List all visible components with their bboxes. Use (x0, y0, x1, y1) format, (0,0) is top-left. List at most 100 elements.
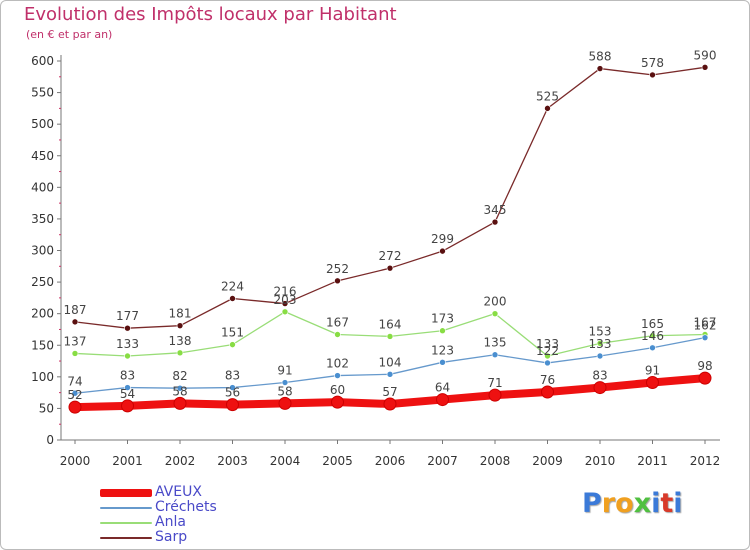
data-label: 133 (589, 337, 612, 351)
data-label: 173 (431, 312, 454, 326)
data-point (698, 371, 712, 385)
y-tick-label: 0 (46, 433, 54, 447)
data-point (491, 218, 499, 226)
data-label: 203 (274, 293, 297, 307)
y-tick-label: 100 (31, 370, 54, 384)
data-point (229, 384, 236, 391)
legend: AVEUX Créchets Anla Sarp (100, 485, 217, 545)
data-point (541, 385, 554, 399)
data-point (281, 300, 289, 307)
y-tick-label: 150 (31, 338, 54, 352)
data-point (334, 277, 341, 285)
data-label: 71 (487, 376, 502, 390)
logo-letter: x (633, 488, 652, 519)
data-point (334, 372, 341, 379)
data-label: 187 (64, 303, 87, 317)
x-tick-label: 2006 (375, 454, 406, 468)
data-label: 252 (326, 262, 349, 276)
data-label: 83 (592, 369, 607, 383)
data-label: 153 (589, 324, 612, 338)
legend-swatch (100, 521, 152, 524)
x-tick-label: 2009 (532, 454, 563, 468)
data-point (176, 349, 184, 357)
x-tick-label: 2004 (270, 454, 301, 468)
data-point (229, 341, 236, 348)
data-point (701, 334, 709, 341)
y-tick-label: 600 (31, 54, 54, 68)
legend-item-sarp: Sarp (100, 530, 217, 545)
data-label: 137 (64, 334, 87, 348)
data-label: 82 (172, 369, 187, 383)
legend-item-aveux: AVEUX (100, 485, 217, 500)
data-label: 167 (326, 316, 349, 330)
data-point (331, 395, 344, 409)
data-label: 200 (484, 295, 507, 309)
y-tick-label: 500 (31, 117, 54, 131)
data-label: 177 (116, 309, 139, 323)
x-tick-label: 2011 (637, 454, 668, 468)
y-tick-label: 250 (31, 275, 54, 289)
legend-label: AVEUX (155, 484, 202, 500)
data-label: 58 (277, 384, 292, 398)
data-label: 590 (694, 48, 717, 62)
chart-subtitle: (en € et par an) (26, 28, 113, 41)
data-point (278, 396, 292, 410)
data-point (596, 65, 604, 72)
data-label: 60 (330, 383, 345, 397)
y-tick-label: 350 (31, 212, 54, 226)
data-label: 104 (379, 355, 402, 369)
data-label: 146 (641, 329, 664, 343)
legend-swatch (100, 506, 152, 509)
y-tick-label: 300 (31, 244, 54, 258)
data-point (649, 71, 656, 79)
logo-letter: i (651, 488, 661, 519)
data-point (593, 381, 607, 395)
data-label: 123 (431, 343, 454, 357)
data-point (229, 295, 236, 302)
data-point (649, 332, 656, 340)
data-label: 151 (221, 326, 244, 340)
data-point (124, 324, 131, 332)
data-point (386, 371, 394, 378)
legend-label: Sarp (155, 529, 188, 545)
data-label: 64 (435, 381, 450, 395)
data-point (491, 310, 499, 317)
x-tick-label: 2001 (112, 454, 143, 468)
data-label: 181 (169, 307, 192, 321)
data-label: 165 (641, 317, 664, 331)
data-point (436, 393, 449, 407)
data-point (173, 396, 187, 410)
data-point (176, 322, 184, 329)
data-label: 164 (379, 317, 402, 331)
data-label: 52 (67, 388, 82, 402)
data-point (491, 351, 499, 359)
data-point (544, 105, 551, 112)
legend-label: Anla (155, 514, 186, 530)
data-point (646, 376, 659, 390)
series-line-sarp (74, 66, 706, 329)
data-point (176, 384, 184, 392)
y-tick-label: 400 (31, 180, 54, 194)
data-point (124, 384, 131, 391)
data-label: 122 (536, 344, 559, 358)
data-label: 91 (645, 364, 660, 378)
logo-letter: o (615, 488, 634, 519)
x-tick-label: 2010 (585, 454, 616, 468)
data-label: 272 (379, 249, 402, 263)
data-point (68, 400, 82, 414)
data-point (281, 379, 289, 386)
data-label: 74 (67, 374, 82, 388)
legend-item-anla: Anla (100, 515, 217, 530)
logo-letter: t (660, 488, 674, 519)
data-point (226, 398, 239, 412)
data-label: 83 (120, 369, 135, 383)
data-label: 58 (172, 384, 187, 398)
data-label: 525 (536, 89, 559, 103)
data-point (383, 397, 397, 411)
data-point (488, 388, 502, 402)
data-point (439, 327, 446, 335)
data-label: 76 (540, 373, 555, 387)
data-label: 299 (431, 232, 454, 246)
y-tick-label: 550 (31, 86, 54, 100)
